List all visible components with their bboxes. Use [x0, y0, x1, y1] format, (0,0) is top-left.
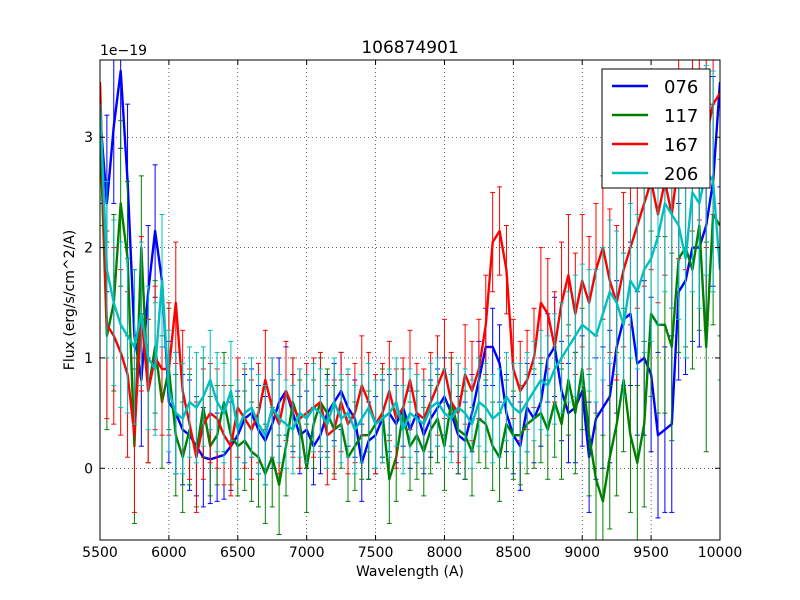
x-tick-label: 10000 [698, 545, 743, 561]
x-tick-label: 9500 [633, 545, 669, 561]
legend-label-117: 117 [664, 106, 698, 127]
legend-label-167: 167 [664, 135, 698, 156]
x-tick-label: 7500 [358, 545, 394, 561]
y-offset-label: 1e−19 [100, 43, 147, 59]
x-tick-label: 8000 [427, 545, 463, 561]
axis-ticks: 5500 6000 6500 7000 7500 8000 8500 9000 9500 1000… [82, 60, 742, 561]
x-tick-label: 9000 [564, 545, 600, 561]
plot-area [100, 60, 720, 540]
y-tick-label: 0 [84, 461, 93, 477]
y-axis-label: Flux (erg/s/cm^2/A) [62, 230, 78, 370]
x-tick-label: 6000 [151, 545, 187, 561]
x-tick-label: 7000 [289, 545, 325, 561]
plot-frame [99, 59, 721, 541]
series-206 [100, 60, 720, 486]
legend-box [601, 68, 711, 189]
x-tick-label: 5500 [82, 545, 118, 561]
x-axis-label: Wavelength (A) [356, 564, 464, 580]
legend: 076 117 167 206 [601, 68, 711, 189]
chart-title: 106874901 [361, 38, 458, 58]
y-tick-label: 2 [84, 241, 93, 257]
y-tick-label: 1 [84, 351, 93, 367]
x-tick-label: 6500 [220, 545, 256, 561]
legend-label-206: 206 [664, 164, 698, 185]
legend-label-076: 076 [664, 77, 698, 98]
series-line-206 [100, 104, 720, 437]
y-tick-label: 3 [84, 130, 93, 146]
x-tick-label: 8500 [496, 545, 532, 561]
